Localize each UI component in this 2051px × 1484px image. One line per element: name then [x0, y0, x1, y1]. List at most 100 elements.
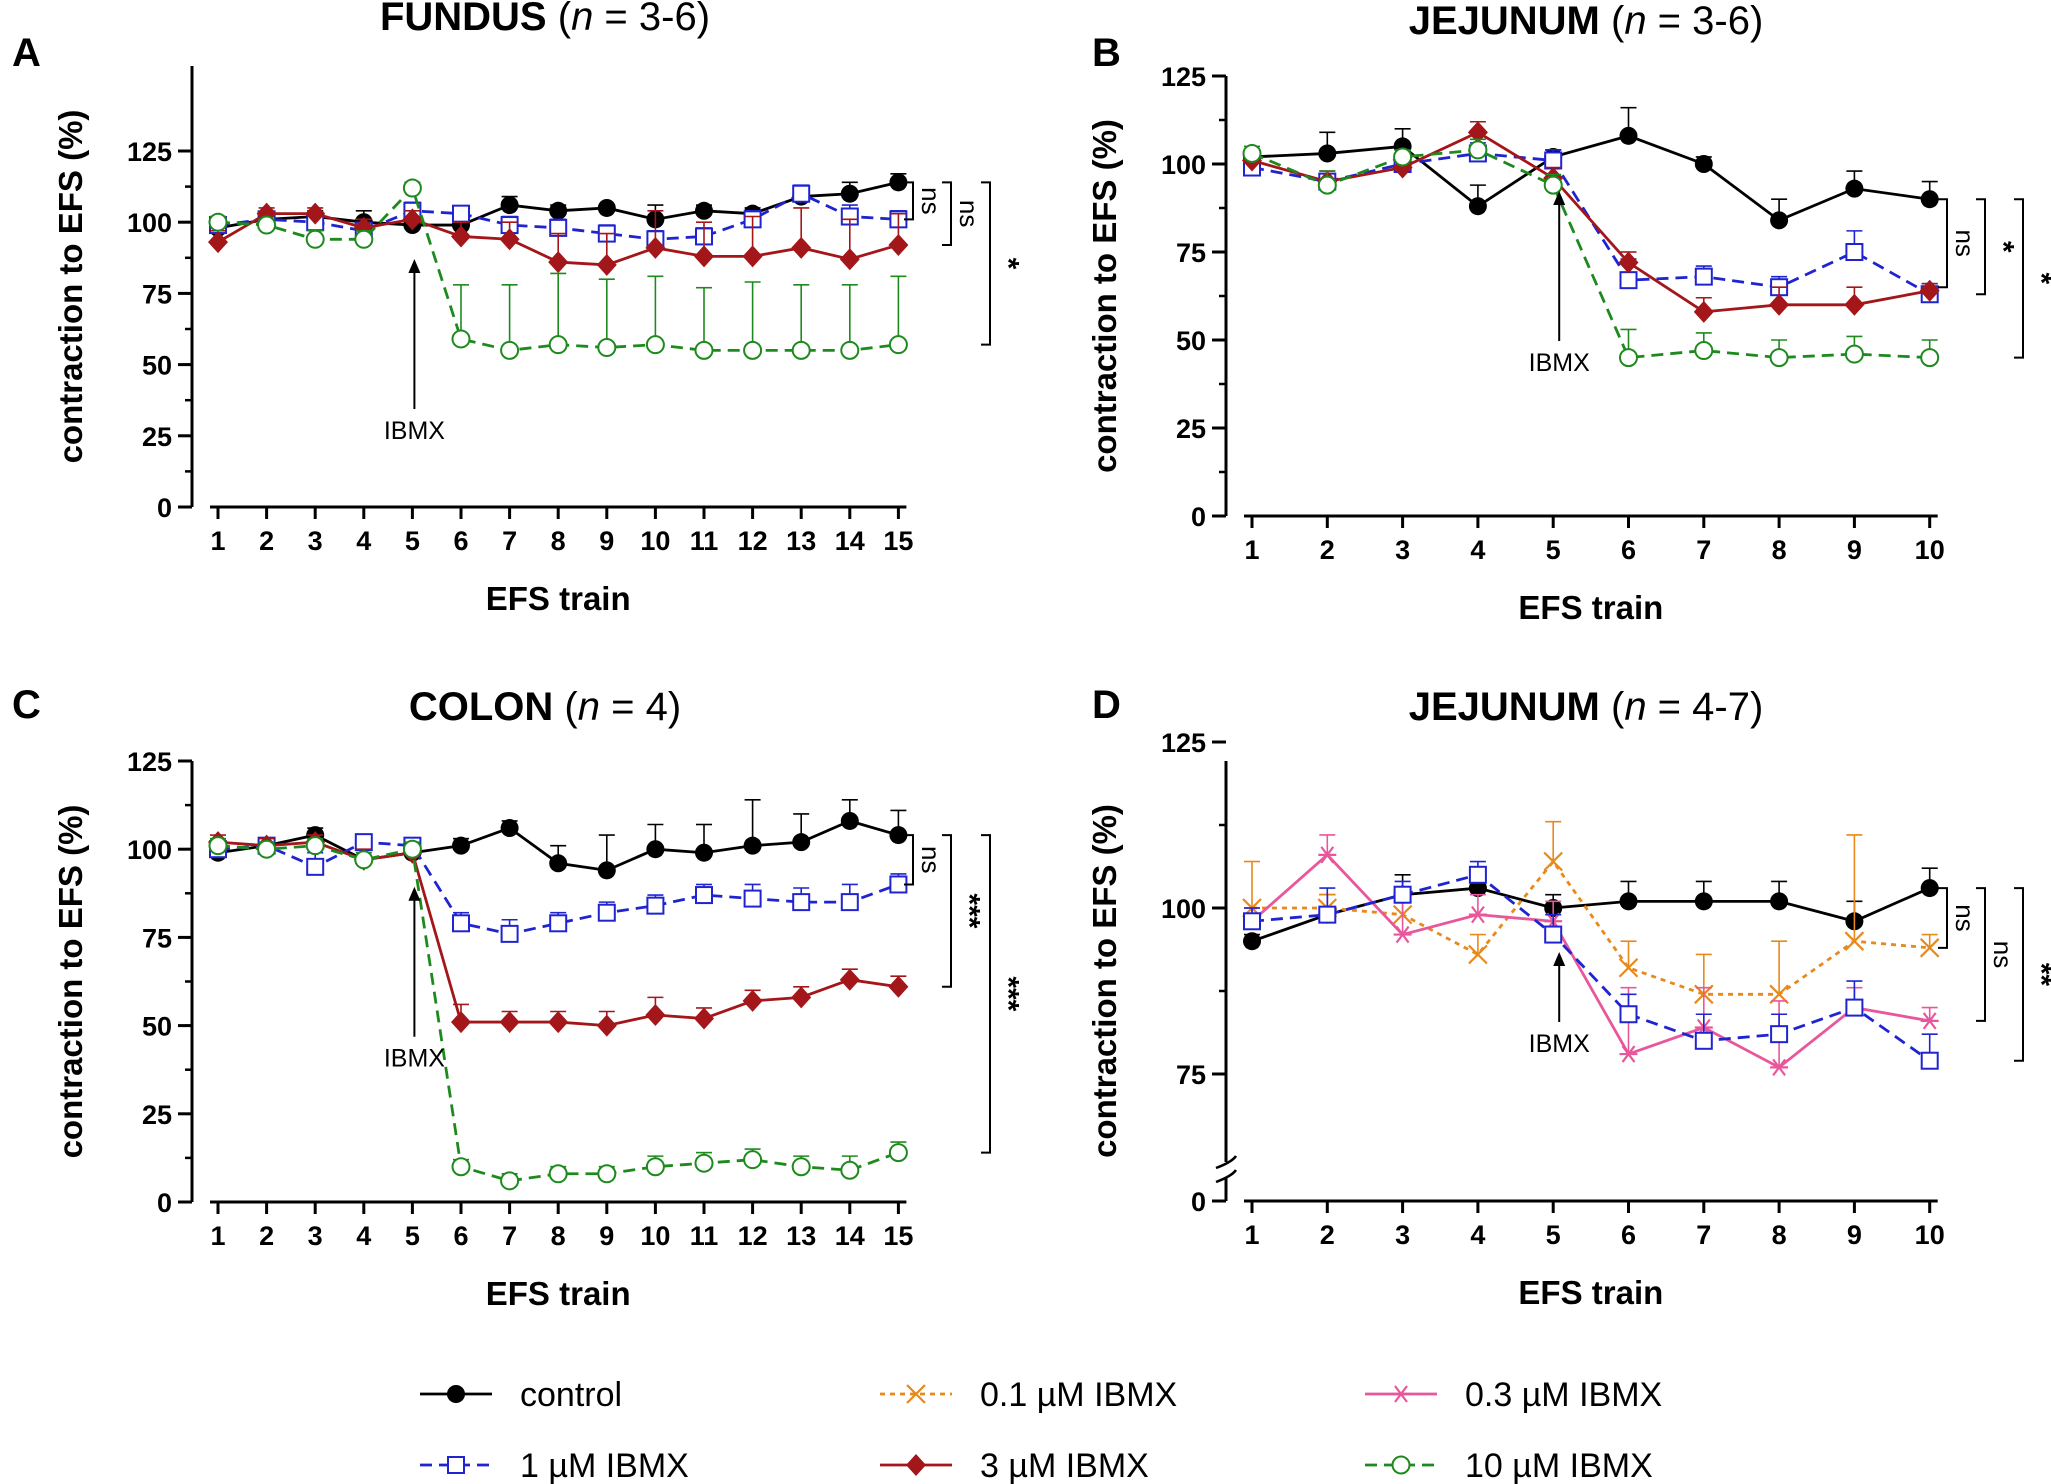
series-line: [217, 840, 899, 936]
y-tick-label: 50: [1176, 326, 1206, 356]
x-tick-label: 7: [502, 1221, 517, 1251]
significance-bracket: [981, 181, 991, 346]
data-point: [792, 184, 811, 203]
data-point: [791, 340, 811, 360]
x-tick-label: 9: [599, 526, 614, 556]
y-tick-label: 0: [157, 1188, 172, 1218]
data-point: [1393, 885, 1412, 904]
y-tick-label: 50: [142, 1012, 172, 1042]
series-ibmx1: [1243, 860, 1939, 1070]
x-tick-label: 5: [1546, 1220, 1561, 1250]
data-point: [597, 338, 617, 358]
legend-marker: [447, 1385, 465, 1403]
x-tick-label: 7: [1696, 1220, 1711, 1250]
data-point: [1770, 1058, 1789, 1077]
x-tick-label: 5: [1546, 535, 1561, 565]
title-count: = 4-7): [1647, 685, 1764, 729]
data-point: [839, 968, 860, 991]
significance-bracket: [942, 834, 952, 988]
data-point: [694, 245, 714, 268]
ibmx-label: IBMX: [384, 1045, 445, 1073]
data-point: [742, 989, 763, 1012]
data-point: [645, 335, 665, 355]
ns-label: ns: [1950, 904, 1980, 931]
y-tick-label: 75: [1176, 1060, 1206, 1090]
x-tick-label: 6: [1621, 1220, 1636, 1250]
data-point: [1694, 892, 1713, 911]
data-point: [452, 914, 470, 933]
data-point: [1242, 143, 1262, 163]
axis-break-mark: [1215, 1155, 1238, 1170]
legend-entry-ibmx01: 0.1 µM IBMX: [880, 1376, 1177, 1414]
x-tick-label: 9: [599, 1221, 614, 1251]
data-point: [1845, 243, 1864, 261]
significance-bracket: [904, 181, 914, 221]
title-count: = 4): [600, 685, 681, 729]
data-point: [743, 340, 763, 360]
data-point: [1393, 925, 1412, 944]
title-paren: (: [1600, 685, 1625, 729]
data-point: [402, 208, 423, 231]
data-point: [305, 202, 326, 225]
ibmx-label: IBMX: [1529, 349, 1590, 377]
data-point: [1920, 348, 1940, 368]
data-point: [695, 843, 713, 862]
legend-marker: [906, 1384, 926, 1404]
series-line: [1252, 859, 1930, 996]
panel-letter: C: [12, 683, 41, 727]
data-point: [1618, 957, 1639, 978]
x-tick-label: 12: [738, 1221, 768, 1251]
data-point: [451, 225, 471, 248]
data-point: [1919, 279, 1940, 302]
ibmx-label: IBMX: [1529, 1030, 1590, 1058]
title-n: n: [578, 685, 600, 729]
significance-label: ***: [992, 976, 1025, 1011]
data-point: [1694, 1031, 1713, 1050]
x-tick-label: 4: [1470, 535, 1485, 565]
title-count: = 3-6): [593, 0, 710, 39]
data-point: [1318, 905, 1337, 924]
data-point: [305, 229, 325, 249]
y-tick-label: 100: [1161, 894, 1206, 924]
significance-label: ***: [953, 893, 986, 928]
legend-label: 0.1 µM IBMX: [980, 1376, 1177, 1414]
x-tick-label: 4: [356, 526, 371, 556]
data-point: [1243, 912, 1261, 931]
data-point: [1468, 140, 1488, 160]
y-tick-label: 50: [142, 351, 172, 381]
x-tick-label: 1: [1244, 535, 1259, 565]
data-point: [257, 839, 277, 859]
x-tick-label: 1: [1244, 1220, 1259, 1250]
x-tick-label: 8: [551, 526, 566, 556]
significance-bracket: [1976, 887, 1986, 1022]
y-tick-label: 125: [1161, 728, 1206, 758]
x-tick-label: 7: [1696, 535, 1711, 565]
x-tick-label: 10: [1915, 1220, 1945, 1250]
data-point: [1693, 300, 1714, 323]
y-tick-label: 0: [1191, 1187, 1206, 1217]
x-axis-label: EFS train: [1518, 1274, 1663, 1311]
data-point: [1318, 846, 1337, 864]
data-point: [889, 826, 908, 845]
significance-label: *: [1987, 241, 2020, 253]
data-point: [1920, 190, 1939, 209]
x-tick-label: 2: [259, 526, 274, 556]
series-ibmx10: [208, 178, 908, 360]
legend-label: control: [520, 1376, 622, 1414]
data-point: [1393, 147, 1413, 167]
data-point: [548, 1011, 569, 1034]
data-point: [208, 231, 228, 254]
chart-title: JEJUNUM (n = 3-6): [1409, 0, 1764, 43]
data-point: [1543, 175, 1563, 195]
y-tick-label: 25: [1176, 414, 1206, 444]
data-point: [597, 861, 616, 880]
data-point: [1619, 1005, 1638, 1024]
y-tick-label: 125: [127, 747, 172, 777]
data-point: [743, 1150, 763, 1170]
x-tick-label: 2: [1320, 1220, 1335, 1250]
ibmx-arrow-head: [1553, 190, 1566, 205]
y-tick-label: 125: [1161, 62, 1206, 92]
data-point: [1544, 925, 1563, 944]
data-point: [1544, 151, 1563, 170]
data-point: [1468, 944, 1488, 965]
